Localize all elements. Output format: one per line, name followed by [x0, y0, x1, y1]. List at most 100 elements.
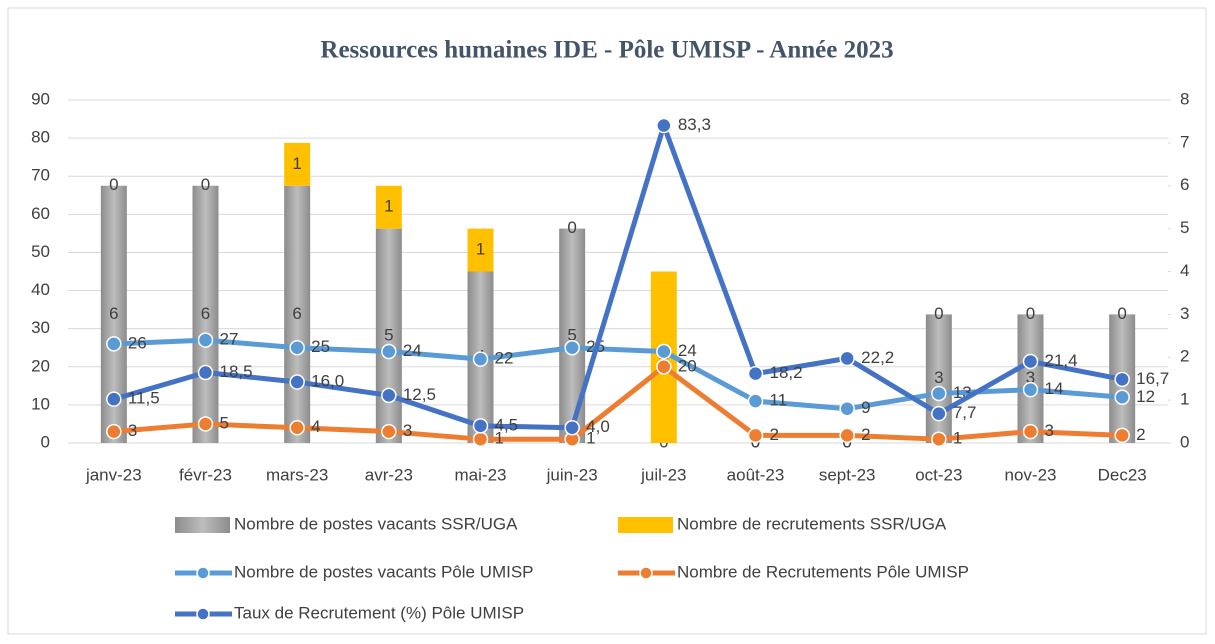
data-label: 2 [1136, 425, 1145, 444]
data-label: 1 [586, 429, 595, 448]
data-label: 3 [1045, 421, 1054, 440]
data-label: 11 [770, 391, 788, 410]
y2-tick-label: 1 [1180, 390, 1189, 409]
x-tick-label: oct-23 [915, 465, 962, 484]
marker [289, 374, 305, 390]
line [113, 364, 1123, 442]
marker [472, 418, 489, 434]
y2-tick-label: 6 [1180, 175, 1189, 194]
legend-label: Taux de Recrutement (%) Pôle UMISP [234, 603, 524, 622]
x-tick-label: août-23 [727, 465, 785, 484]
x-tick-label: nov-23 [1005, 465, 1057, 484]
data-label: 1 [953, 429, 962, 448]
bar-label: 1 [292, 154, 301, 173]
legend-marker [196, 566, 210, 580]
x-tick-label: sept-23 [819, 465, 876, 484]
data-label: 25 [311, 337, 330, 356]
data-label: 26 [128, 333, 147, 352]
bar-label: 5 [384, 325, 393, 344]
marker [1022, 353, 1039, 370]
data-label: 83,3 [678, 115, 711, 134]
bar-label: 0 [934, 304, 943, 323]
marker [931, 385, 947, 402]
x-tick-label: mai-23 [455, 465, 507, 484]
marker [1022, 423, 1039, 440]
data-label: 4,0 [586, 417, 610, 436]
bar-label: 0 [1026, 304, 1035, 323]
marker [656, 117, 672, 134]
marker [931, 405, 947, 422]
y-tick-label: 60 [31, 204, 50, 223]
bar-label: 0 [1117, 304, 1126, 323]
legend-label: Nombre de recrutements SSR/UGA [677, 514, 947, 533]
y-tick-label: 50 [31, 242, 50, 261]
bar [192, 185, 219, 443]
marker [106, 336, 122, 352]
bar-label: 0 [567, 218, 576, 237]
marker [1114, 371, 1130, 388]
data-label: 12,5 [403, 385, 436, 404]
marker [381, 423, 397, 440]
bar [467, 228, 494, 272]
x-tick-label: juil-23 [640, 465, 686, 484]
data-label: 2 [770, 425, 779, 444]
data-label: 4,5 [495, 415, 519, 434]
bar-label: 0 [109, 175, 118, 194]
y-tick-label: 40 [31, 280, 50, 299]
marker [197, 416, 214, 432]
x-tick-label: janv-23 [85, 465, 142, 484]
data-label: 11,5 [128, 389, 160, 408]
bar [284, 185, 311, 443]
legend-label: Nombre de postes vacants Pôle UMISP [234, 562, 534, 581]
bar [1017, 314, 1044, 443]
y2-tick-label: 7 [1180, 132, 1189, 151]
y2-tick-label: 4 [1180, 261, 1189, 280]
marker [747, 365, 764, 382]
data-label: 18,2 [770, 363, 803, 382]
bar [375, 185, 402, 229]
marker [564, 339, 580, 356]
marker [564, 420, 580, 436]
marker [381, 343, 397, 360]
data-label: 3 [128, 421, 137, 440]
data-label: 16,0 [311, 372, 344, 391]
data-label: 1 [495, 429, 504, 448]
y-tick-label: 70 [31, 166, 50, 185]
y-tick-label: 0 [41, 432, 50, 451]
bar [284, 142, 311, 186]
marker [656, 359, 672, 375]
legend-marker [639, 566, 653, 580]
y2-tick-label: 0 [1180, 432, 1189, 451]
bar-label: 6 [201, 304, 210, 323]
data-label: 3 [403, 421, 412, 440]
legend-swatch [175, 517, 230, 533]
bar-label: 5 [567, 325, 576, 344]
y2-tick-label: 8 [1180, 89, 1189, 108]
y-tick-label: 80 [31, 128, 50, 147]
data-label: 16,7 [1136, 369, 1169, 388]
line [113, 337, 1123, 412]
legend-label: Nombre de Recrutements Pôle UMISP [677, 562, 969, 581]
marker [839, 350, 855, 367]
marker [197, 332, 214, 348]
marker [472, 431, 489, 447]
x-tick-label: juin-23 [546, 465, 598, 484]
x-tick-label: Dec23 [1098, 465, 1147, 484]
bar-label: 1 [476, 240, 485, 259]
bar-label: 3 [934, 368, 943, 387]
data-label: 12 [1136, 387, 1155, 406]
marker [106, 391, 122, 407]
marker [656, 343, 672, 360]
data-label: 24 [678, 341, 697, 360]
data-label: 24 [403, 341, 422, 360]
marker [1114, 389, 1130, 406]
y2-tick-label: 3 [1180, 304, 1189, 323]
marker [197, 364, 214, 381]
marker [839, 427, 855, 444]
y-tick-label: 10 [31, 394, 50, 413]
bar-label: 6 [292, 304, 301, 323]
marker [839, 400, 855, 417]
bar-label: 3 [1026, 368, 1035, 387]
data-label: 5 [220, 413, 229, 432]
bar [925, 314, 952, 443]
